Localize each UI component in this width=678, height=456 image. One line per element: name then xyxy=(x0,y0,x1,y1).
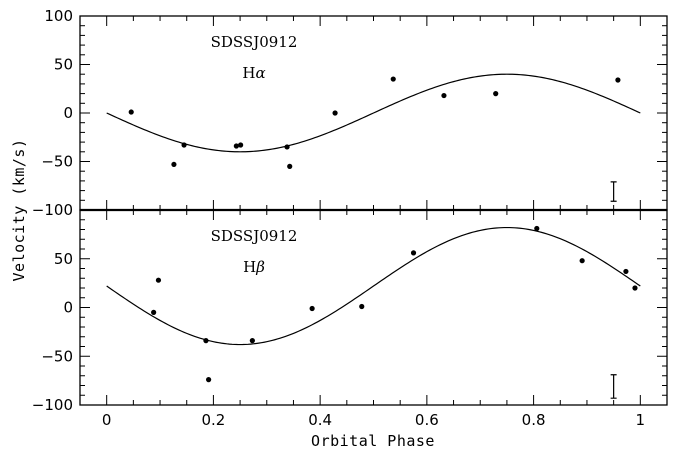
y-axis-title: Velocity (km/s) xyxy=(10,139,28,282)
x-tick-label: 0.2 xyxy=(201,411,225,429)
data-point xyxy=(579,258,585,264)
line-label-element: H xyxy=(243,258,256,276)
line-label-element: H xyxy=(242,64,255,82)
data-point xyxy=(534,225,540,232)
line-label-greek: α xyxy=(255,64,265,82)
x-tick-label: 0.6 xyxy=(415,411,439,429)
data-point xyxy=(203,338,209,344)
x-axis-title: Orbital Phase xyxy=(311,432,435,450)
line-label: Hβ xyxy=(243,258,265,276)
x-axis-ticks: 0 0.2 0.4 0.6 0.8 1 xyxy=(102,411,645,429)
panel-1: 100 50 0 −50 −100 SDSSJ0912 Hα xyxy=(32,7,668,219)
data-point xyxy=(238,142,244,148)
error-bar xyxy=(610,181,617,202)
x-tick-label: 1 xyxy=(636,411,646,429)
line-label: Hα xyxy=(242,64,265,82)
data-point xyxy=(441,92,447,99)
data-point xyxy=(284,144,290,150)
object-label: SDSSJ0912 xyxy=(211,33,298,51)
data-point xyxy=(493,91,499,97)
y-tick-label: 0 xyxy=(63,104,73,122)
fit-curve xyxy=(106,226,641,346)
y-tick-label: 50 xyxy=(54,250,73,268)
object-label: SDSSJ0912 xyxy=(211,227,298,245)
data-point xyxy=(615,77,621,83)
data-point xyxy=(390,76,396,82)
chart-panels: 100 50 0 −50 −100 SDSSJ0912 Hα 50 0 −50 −100 SDSSJ0… xyxy=(32,7,668,414)
y-tick-label: −50 xyxy=(41,347,73,365)
y-tick-label: 100 xyxy=(44,7,73,25)
line-label-greek: β xyxy=(255,258,265,276)
x-tick-label: 0.4 xyxy=(308,411,332,429)
data-point xyxy=(155,277,162,283)
data-point xyxy=(410,250,417,256)
error-bar xyxy=(610,374,617,399)
data-point xyxy=(181,142,187,148)
y-tick-label: −100 xyxy=(32,396,73,414)
y-tick-label: 0 xyxy=(63,299,73,317)
data-point xyxy=(359,303,365,310)
data-point xyxy=(632,285,638,291)
panel-frame xyxy=(79,209,668,406)
data-point xyxy=(287,163,293,169)
x-tick-label: 0 xyxy=(102,411,112,429)
data-point xyxy=(151,309,157,315)
data-point xyxy=(332,110,338,116)
data-point xyxy=(623,268,629,275)
y-tick-label: −100 xyxy=(32,201,73,219)
data-point xyxy=(171,161,177,168)
panel-2: 50 0 −50 −100 SDSSJ0912 Hβ xyxy=(32,209,668,414)
data-point xyxy=(233,143,239,149)
y-tick-label: 50 xyxy=(54,56,73,74)
data-point xyxy=(128,109,134,115)
x-tick-label: 0.8 xyxy=(522,411,546,429)
y-tick-label: −50 xyxy=(41,153,73,171)
data-point xyxy=(206,377,212,383)
data-point xyxy=(309,305,315,312)
data-point xyxy=(249,338,255,344)
fit-curve xyxy=(106,73,641,153)
